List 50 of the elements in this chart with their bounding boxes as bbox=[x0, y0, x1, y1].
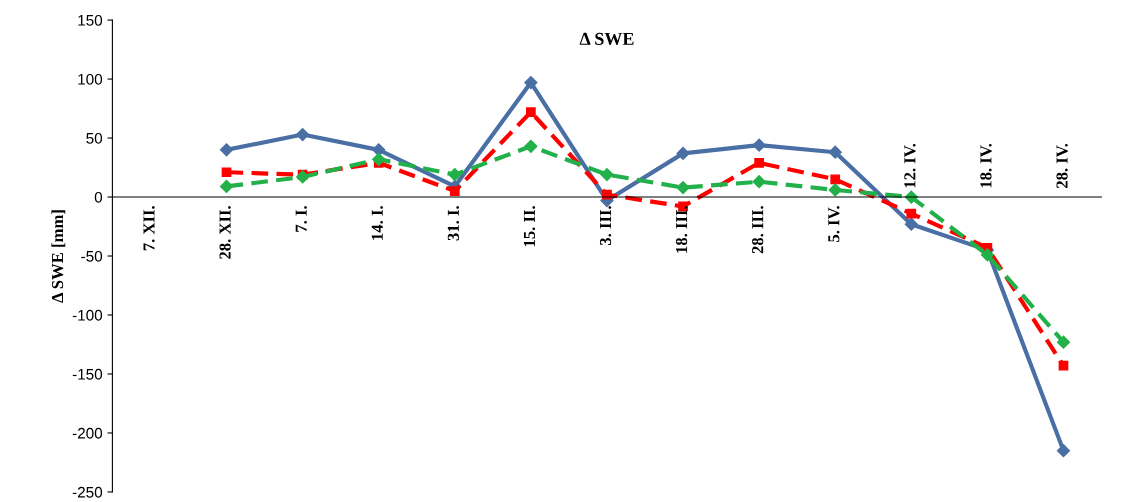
y-tick-label: -200 bbox=[72, 427, 103, 439]
x-tick-label: 28. XII. bbox=[219, 206, 231, 259]
y-tick-label: 0 bbox=[94, 191, 103, 203]
x-tick-label: 18. III. bbox=[675, 206, 688, 253]
point bbox=[1058, 360, 1069, 371]
point bbox=[906, 208, 917, 219]
point bbox=[449, 186, 460, 196]
y-tick-label: -150 bbox=[72, 368, 103, 380]
point bbox=[1056, 335, 1071, 349]
x-tick-label: 31. I. bbox=[447, 206, 460, 241]
point bbox=[828, 183, 842, 197]
y-tick-label: -50 bbox=[81, 250, 103, 262]
x-tick-label: 3. III. bbox=[599, 206, 612, 246]
y-tick-label: -250 bbox=[72, 486, 103, 498]
y-axis-title: Δ SWE [mm] bbox=[51, 210, 66, 303]
text: Δ SWE bbox=[579, 32, 634, 46]
point bbox=[524, 139, 538, 153]
x-tick-label: 28. IV. bbox=[1056, 143, 1068, 188]
point bbox=[676, 181, 690, 195]
point bbox=[828, 145, 842, 159]
x-tick-label: 15. II. bbox=[523, 206, 536, 247]
x-tick-label: 7. XII. bbox=[143, 206, 155, 251]
point bbox=[600, 168, 614, 182]
point bbox=[219, 179, 234, 194]
point bbox=[830, 174, 841, 185]
point bbox=[526, 107, 536, 117]
point bbox=[296, 170, 310, 184]
point bbox=[752, 175, 766, 189]
y-tick-label: 50 bbox=[86, 132, 103, 144]
y-tick-label: -100 bbox=[72, 309, 103, 321]
point bbox=[524, 76, 538, 90]
y-tick-label: 150 bbox=[78, 14, 103, 26]
x-tick-label: 28. III. bbox=[752, 206, 764, 254]
y-tick-label: 100 bbox=[78, 73, 103, 85]
point bbox=[904, 217, 918, 231]
point bbox=[221, 167, 232, 178]
point bbox=[219, 143, 234, 157]
x-tick-label: 5. IV. bbox=[828, 206, 840, 242]
point bbox=[676, 146, 690, 160]
point bbox=[752, 138, 766, 152]
x-tick-label: 12. IV. bbox=[904, 143, 916, 188]
point bbox=[980, 248, 994, 262]
point bbox=[448, 168, 462, 182]
point bbox=[296, 127, 310, 142]
x-tick-label: 18. IV. bbox=[980, 143, 992, 188]
point bbox=[1056, 444, 1071, 458]
x-tick-label: 14. I. bbox=[371, 206, 383, 240]
point bbox=[372, 152, 386, 166]
x-tick-label: 7. I. bbox=[295, 206, 307, 232]
point bbox=[754, 157, 764, 168]
